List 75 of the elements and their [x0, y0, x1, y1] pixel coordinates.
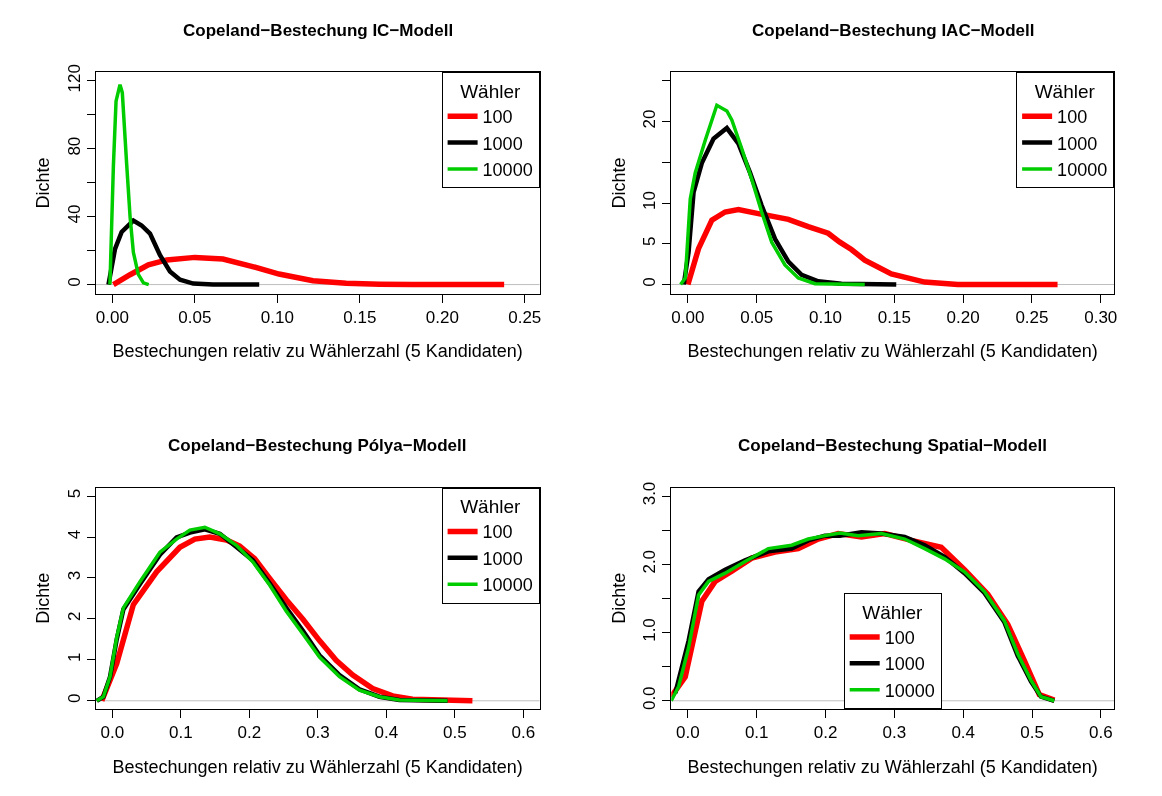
x-tick-label: 0.25: [508, 308, 542, 328]
legend-title: Wähler: [460, 80, 522, 102]
y-tick-label: 4: [64, 529, 84, 540]
x-tick-label: 0.20: [946, 308, 980, 328]
y-tick-label: 120: [64, 64, 84, 93]
legend-label: 100: [482, 522, 513, 543]
x-tick-label: 0.10: [260, 308, 294, 328]
chart-title: Copeland−Bestechung IC−Modell: [183, 21, 454, 40]
legend-label: 10000: [482, 159, 533, 180]
y-tick-label: 5: [64, 488, 84, 499]
legend-label: 1000: [482, 548, 523, 569]
x-tick-label: 0.4: [374, 723, 399, 743]
legend-title: Wähler: [862, 601, 924, 623]
y-tick-label: 2: [64, 611, 84, 622]
y-axis-title: Dichte: [33, 157, 54, 209]
legend-label: 1000: [482, 133, 523, 154]
x-tick-label: 0.00: [95, 308, 129, 328]
y-tick-label: 0: [640, 277, 660, 287]
y-tick-label: 2.0: [640, 549, 660, 574]
y-tick-label: 0: [64, 277, 84, 287]
x-tick-label: 0.0: [100, 723, 125, 743]
x-tick-label: 0.6: [1089, 723, 1113, 743]
y-tick-label: 20: [640, 109, 660, 129]
y-tick-label: 10: [640, 191, 660, 210]
legend-title: Wähler: [460, 496, 522, 518]
x-tick-label: 0.25: [1015, 308, 1049, 328]
chart-title: Copeland−Bestechung Spatial−Modell: [738, 436, 1047, 455]
y-tick-label: 40: [64, 204, 84, 224]
y-axis-title: Dichte: [33, 572, 54, 624]
line-series: [108, 82, 151, 287]
x-tick-label: 0.05: [178, 308, 212, 328]
y-tick-label: 3: [64, 570, 84, 581]
y-tick-label: 5: [640, 236, 660, 246]
line-series: [678, 103, 867, 287]
y-tick-label: 1: [64, 652, 84, 663]
x-axis-title: Bestechungen relativ zu Wählerzahl (5 Kandidaten): [112, 341, 523, 362]
x-axis-title: Bestechungen relativ zu Wählerzahl (5 Kandidaten): [687, 756, 1098, 777]
legend-label: 100: [884, 627, 915, 648]
x-tick-label: 0.5: [443, 723, 467, 743]
x-tick-label: 0.30: [1084, 308, 1118, 328]
x-tick-label: 0.3: [306, 723, 330, 743]
legend-label: 10000: [884, 680, 935, 701]
x-tick-label: 0.20: [425, 308, 459, 328]
x-axis-title: Bestechungen relativ zu Wählerzahl (5 Kandidaten): [687, 341, 1098, 362]
legend-label: 100: [482, 107, 513, 128]
x-tick-label: 0.4: [951, 723, 976, 743]
x-tick-label: 0.2: [237, 723, 262, 743]
y-tick-label: 0.0: [640, 686, 660, 711]
legend-label: 100: [1057, 107, 1088, 128]
y-tick-label: 3.0: [640, 481, 660, 506]
x-tick-label: 0.1: [169, 723, 193, 743]
y-tick-label: 80: [64, 136, 84, 156]
x-tick-label: 0.15: [343, 308, 377, 328]
x-tick-label: 0.5: [1020, 723, 1044, 743]
chart-title: Copeland−Bestechung IAC−Modell: [752, 21, 1035, 40]
x-tick-label: 0.15: [877, 308, 911, 328]
legend-label: 1000: [1057, 133, 1098, 154]
x-tick-label: 0.1: [744, 723, 769, 743]
y-axis-title: Dichte: [608, 572, 629, 624]
x-axis-title: Bestechungen relativ zu Wählerzahl (5 Kandidaten): [112, 756, 523, 777]
y-tick-label: 1.0: [640, 618, 660, 642]
legend-label: 10000: [482, 575, 533, 596]
y-axis-title: Dichte: [608, 157, 629, 209]
x-tick-label: 0.2: [813, 723, 838, 743]
x-tick-label: 0.05: [740, 308, 774, 328]
legend-title: Wähler: [1034, 80, 1096, 102]
y-tick-label: 0: [64, 693, 84, 703]
x-tick-label: 0.3: [882, 723, 907, 743]
chart-title: Copeland−Bestechung Pólya−Modell: [168, 436, 467, 455]
x-tick-label: 0.6: [511, 723, 536, 743]
x-tick-label: 0.10: [808, 308, 843, 328]
legend-label: 10000: [1057, 159, 1108, 180]
x-tick-label: 0.0: [676, 723, 700, 743]
legend-label: 1000: [884, 654, 925, 675]
x-tick-label: 0.00: [671, 308, 705, 328]
